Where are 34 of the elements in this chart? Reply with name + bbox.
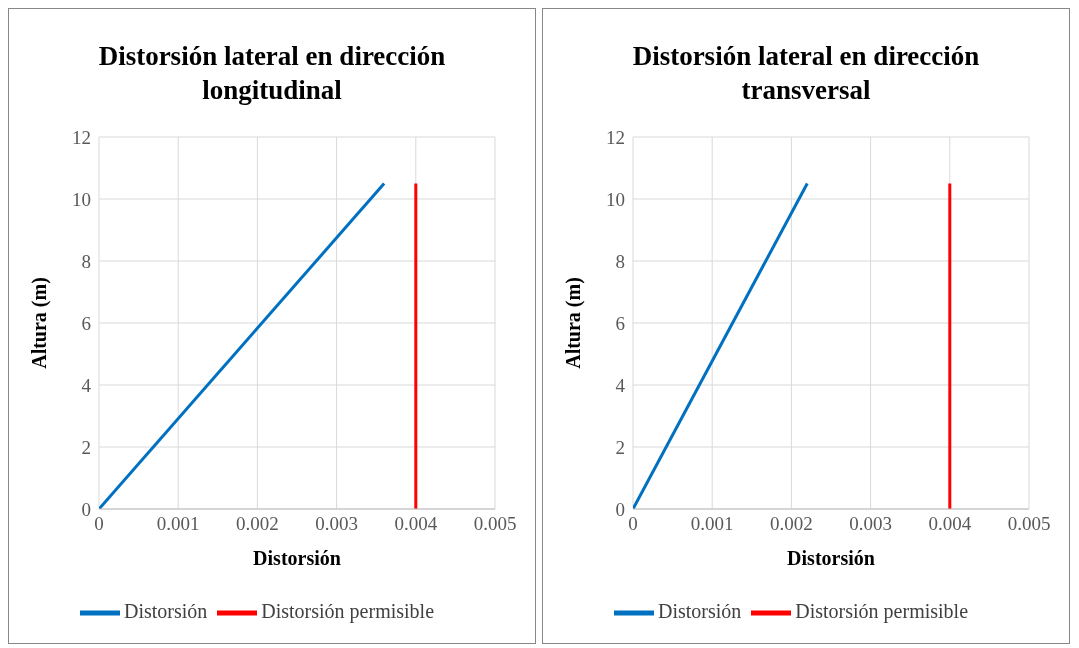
- y-tick-label: 4: [615, 374, 626, 396]
- x-axis-title: Distorsión: [787, 547, 875, 569]
- y-tick-label: 12: [606, 126, 625, 148]
- y-tick-label: 2: [81, 436, 91, 458]
- x-tick-label: 0.002: [770, 513, 813, 535]
- y-tick-label: 12: [72, 126, 91, 148]
- y-tick-label: 0: [615, 498, 625, 520]
- x-tick-label: 0.002: [236, 513, 279, 535]
- legend-label: Distorsión: [123, 599, 208, 622]
- x-tick-label: 0.001: [690, 513, 734, 535]
- chart-title: Distorsión lateral en dirección transversal: [631, 40, 981, 107]
- x-tick-label: 0.001: [156, 513, 200, 535]
- legend-label: Distorsión permisible: [795, 599, 969, 622]
- y-axis-title: Altura (m): [28, 277, 52, 369]
- x-tick-label: 0.005: [473, 513, 517, 535]
- x-tick-label: 0.004: [928, 513, 972, 535]
- x-tick-label: 0.003: [315, 513, 358, 535]
- y-tick-label: 10: [606, 188, 625, 210]
- y-tick-label: 2: [615, 436, 625, 458]
- x-tick-label: 0.005: [1007, 513, 1051, 535]
- x-tick-label: 0.004: [394, 513, 438, 535]
- y-tick-label: 6: [81, 312, 91, 334]
- x-tick-label: 0.003: [849, 513, 892, 535]
- y-tick-label: 0: [81, 498, 91, 520]
- y-axis-title: Altura (m): [562, 277, 586, 369]
- legend-label: Distorsión permisible: [261, 599, 435, 622]
- y-tick-label: 6: [615, 312, 625, 334]
- y-tick-label: 8: [81, 250, 91, 272]
- y-tick-label: 4: [81, 374, 92, 396]
- y-tick-label: 8: [615, 250, 625, 272]
- x-axis-title: Distorsión: [253, 547, 341, 569]
- y-tick-label: 10: [72, 188, 91, 210]
- chart-title: Distorsión lateral en dirección longitudinal: [97, 40, 447, 107]
- legend-label: Distorsión: [657, 599, 742, 622]
